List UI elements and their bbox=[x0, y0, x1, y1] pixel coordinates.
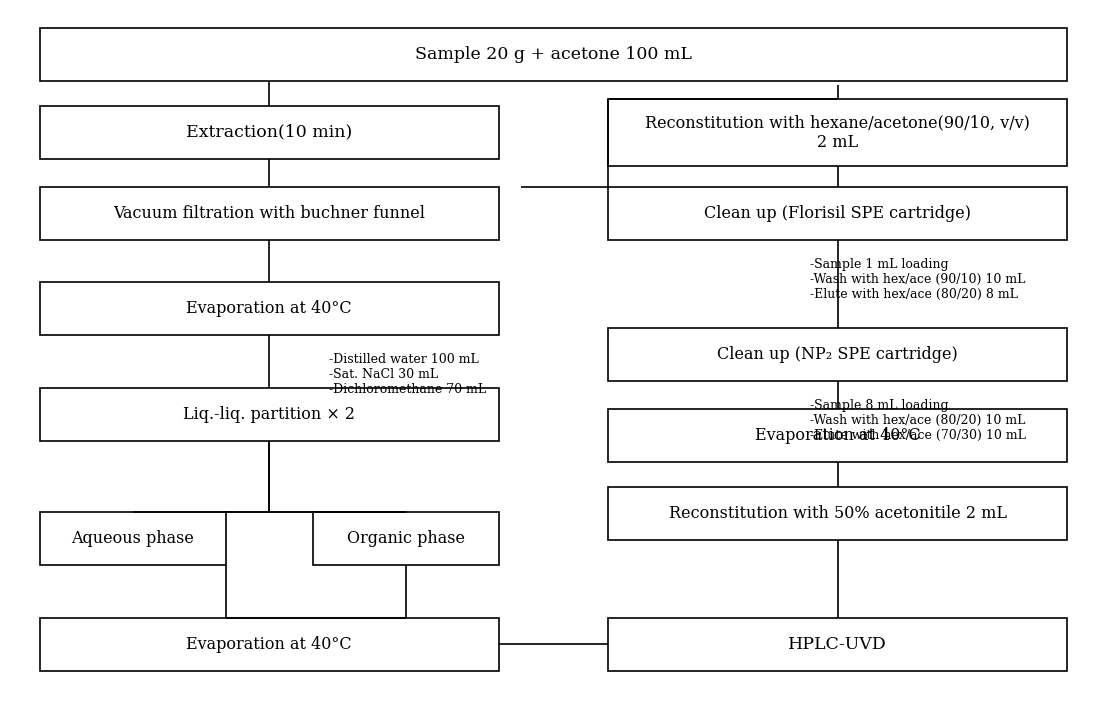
Bar bbox=[608, 618, 1067, 671]
Text: -Sample 1 mL loading
-Wash with hex/ace (90/10) 10 mL
-Elute with hex/ace (80/20: -Sample 1 mL loading -Wash with hex/ace … bbox=[810, 258, 1026, 301]
Text: Aqueous phase: Aqueous phase bbox=[71, 530, 194, 546]
Text: Extraction(10 min): Extraction(10 min) bbox=[186, 124, 352, 141]
Text: -Sample 8 mL loading
-Wash with hex/ace (80/20) 10 mL
-Elute with hex/ace (70/30: -Sample 8 mL loading -Wash with hex/ace … bbox=[810, 399, 1026, 442]
Text: Liq.-liq. partition × 2: Liq.-liq. partition × 2 bbox=[184, 406, 355, 423]
Text: Reconstitution with hexane/acetone(90/10, v/v)
2 mL: Reconstitution with hexane/acetone(90/10… bbox=[645, 114, 1031, 150]
Bar bbox=[40, 106, 499, 158]
Text: Evaporation at 40°C: Evaporation at 40°C bbox=[186, 636, 352, 653]
Bar bbox=[40, 187, 499, 240]
Bar bbox=[40, 388, 499, 441]
Bar bbox=[608, 487, 1067, 540]
Text: Vacuum filtration with buchner funnel: Vacuum filtration with buchner funnel bbox=[113, 205, 425, 222]
Bar bbox=[608, 410, 1067, 462]
Text: Sample 20 g + acetone 100 mL: Sample 20 g + acetone 100 mL bbox=[415, 46, 692, 63]
Bar bbox=[608, 187, 1067, 240]
Bar bbox=[313, 512, 499, 564]
Text: Organic phase: Organic phase bbox=[346, 530, 465, 546]
Bar bbox=[40, 512, 226, 564]
Text: Evaporation at 40°C: Evaporation at 40°C bbox=[755, 428, 921, 444]
Text: HPLC-UVD: HPLC-UVD bbox=[788, 636, 887, 653]
Text: Clean up (Florisil SPE cartridge): Clean up (Florisil SPE cartridge) bbox=[704, 205, 971, 222]
Text: -Distilled water 100 mL
-Sat. NaCl 30 mL
-Dichloromethane 70 mL: -Distilled water 100 mL -Sat. NaCl 30 mL… bbox=[330, 353, 487, 396]
Text: Clean up (NP₂ SPE cartridge): Clean up (NP₂ SPE cartridge) bbox=[717, 346, 958, 363]
Text: Evaporation at 40°C: Evaporation at 40°C bbox=[186, 300, 352, 318]
Bar bbox=[608, 99, 1067, 166]
Text: Reconstitution with 50% acetonitile 2 mL: Reconstitution with 50% acetonitile 2 mL bbox=[669, 505, 1006, 522]
Bar bbox=[608, 328, 1067, 381]
Bar bbox=[40, 618, 499, 671]
Bar bbox=[40, 282, 499, 336]
Bar bbox=[40, 28, 1067, 81]
